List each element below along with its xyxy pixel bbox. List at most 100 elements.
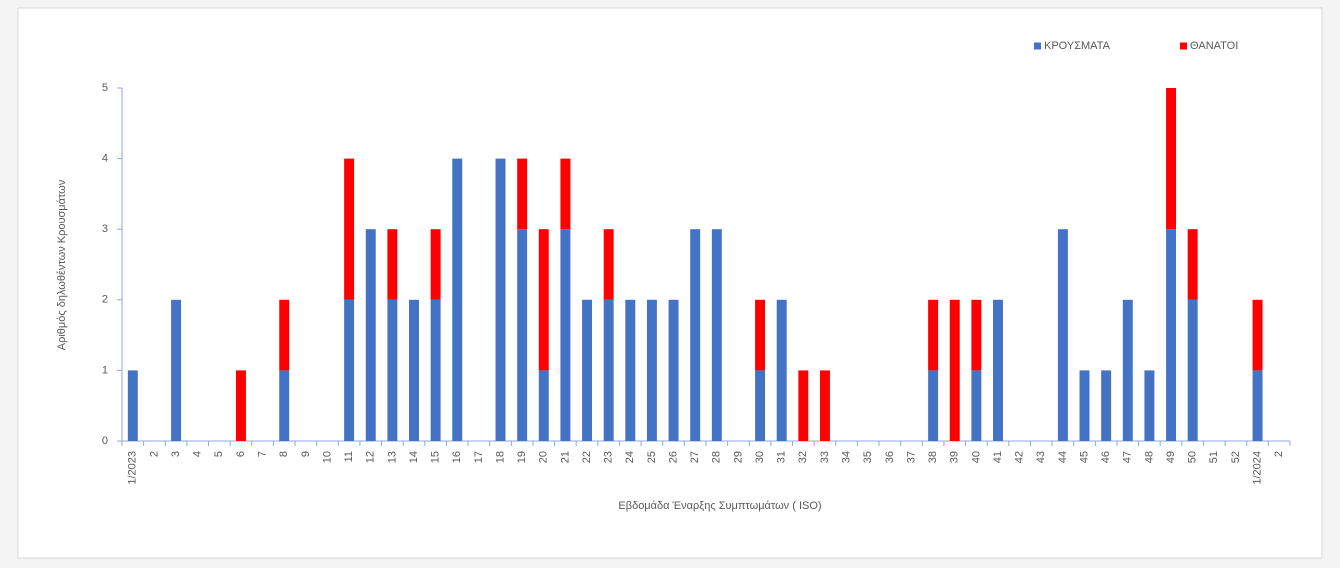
x-tick-label: 29 <box>732 451 744 463</box>
x-tick-label: 40 <box>970 451 982 463</box>
bar <box>387 229 398 300</box>
legend-swatch <box>1034 42 1041 50</box>
x-tick-label: 8 <box>278 451 290 457</box>
bar <box>517 158 528 230</box>
x-tick-label: 30 <box>754 451 766 463</box>
bar <box>668 299 679 441</box>
chart-area <box>17 7 1323 559</box>
bar <box>971 370 982 441</box>
y-tick-label: 1 <box>102 364 108 376</box>
y-tick-label: 5 <box>102 82 108 94</box>
bar <box>430 299 441 441</box>
y-tick-label: 3 <box>102 223 108 235</box>
x-tick-label: 37 <box>905 451 917 463</box>
bar <box>928 370 939 441</box>
bar <box>971 299 982 371</box>
x-tick-label: 48 <box>1143 451 1155 463</box>
x-tick-label: 27 <box>689 451 701 463</box>
x-tick-label: 33 <box>819 451 831 463</box>
x-axis-label: Εβδομάδα Έναρξης Συμπτωμάτων ( ISO) <box>618 500 821 512</box>
bar <box>819 370 830 441</box>
bar <box>127 370 138 441</box>
x-tick-label: 23 <box>603 451 615 463</box>
bar <box>1144 370 1155 441</box>
bar <box>711 229 722 441</box>
x-tick-label: 5 <box>213 451 225 457</box>
x-tick-label: 26 <box>667 451 679 463</box>
x-tick-label: 1/2024 <box>1251 451 1263 485</box>
bar <box>235 370 246 441</box>
x-tick-label: 38 <box>927 451 939 463</box>
bar <box>344 158 355 300</box>
bar <box>560 229 571 441</box>
bar <box>517 229 528 441</box>
x-tick-label: 46 <box>1100 451 1112 463</box>
x-tick-label: 14 <box>408 451 420 463</box>
x-tick-label: 45 <box>1078 451 1090 463</box>
bar <box>755 370 766 441</box>
y-tick-label: 4 <box>102 153 108 165</box>
bar <box>560 158 571 230</box>
x-tick-label: 4 <box>192 451 204 457</box>
x-tick-label: 42 <box>1014 451 1026 463</box>
bar <box>1079 370 1090 441</box>
x-tick-label: 28 <box>711 451 723 463</box>
bar <box>171 299 182 441</box>
legend-label: ΘΑΝΑΤΟΙ <box>1190 40 1238 52</box>
x-tick-label: 2 <box>1273 451 1285 457</box>
x-tick-label: 9 <box>300 451 312 457</box>
bar <box>1187 229 1198 300</box>
bar <box>949 299 960 441</box>
bar <box>1166 229 1177 441</box>
bar <box>365 229 376 441</box>
bar <box>1252 299 1263 371</box>
bar <box>409 299 419 441</box>
bar <box>603 299 614 441</box>
bar <box>603 229 614 300</box>
bar <box>279 370 290 441</box>
bar <box>1166 88 1177 230</box>
x-tick-label: 24 <box>624 451 636 463</box>
bar <box>344 299 355 441</box>
x-tick-label: 52 <box>1230 451 1242 463</box>
bar <box>993 299 1003 441</box>
bar <box>798 370 809 441</box>
x-tick-label: 50 <box>1187 451 1199 463</box>
bar <box>1187 299 1198 441</box>
bar <box>690 229 701 441</box>
bar <box>1122 299 1133 441</box>
legend-swatch <box>1180 42 1187 50</box>
x-tick-label: 16 <box>451 451 463 463</box>
x-tick-label: 1/2023 <box>127 451 139 485</box>
x-tick-label: 11 <box>343 451 355 462</box>
x-tick-label: 49 <box>1165 451 1177 463</box>
bar <box>279 299 290 371</box>
bar <box>430 229 441 300</box>
bar <box>387 299 398 441</box>
bar <box>625 299 636 441</box>
x-tick-label: 34 <box>840 451 852 463</box>
bar <box>538 229 549 371</box>
x-tick-label: 31 <box>776 451 788 463</box>
bar <box>776 299 787 441</box>
legend-label: ΚΡΟΥΣΜΑΤΑ <box>1044 40 1111 52</box>
x-tick-label: 15 <box>430 451 442 463</box>
x-tick-label: 21 <box>559 451 571 463</box>
x-tick-label: 25 <box>646 451 658 463</box>
x-tick-label: 3 <box>170 451 182 457</box>
x-tick-label: 44 <box>1057 451 1069 463</box>
x-tick-label: 10 <box>321 451 333 463</box>
y-axis-label: Αριθμός δηλωθέντων Κρουσμάτων <box>56 179 68 350</box>
y-tick-label: 2 <box>102 294 108 306</box>
bar <box>495 158 506 441</box>
bar <box>755 299 766 371</box>
x-tick-label: 6 <box>235 451 247 457</box>
x-tick-label: 20 <box>538 451 550 463</box>
x-tick-label: 47 <box>1122 451 1134 463</box>
bar <box>1057 229 1068 441</box>
x-tick-label: 19 <box>516 451 528 463</box>
x-tick-label: 12 <box>365 451 377 463</box>
x-tick-label: 7 <box>256 451 268 457</box>
bar <box>1101 370 1112 441</box>
